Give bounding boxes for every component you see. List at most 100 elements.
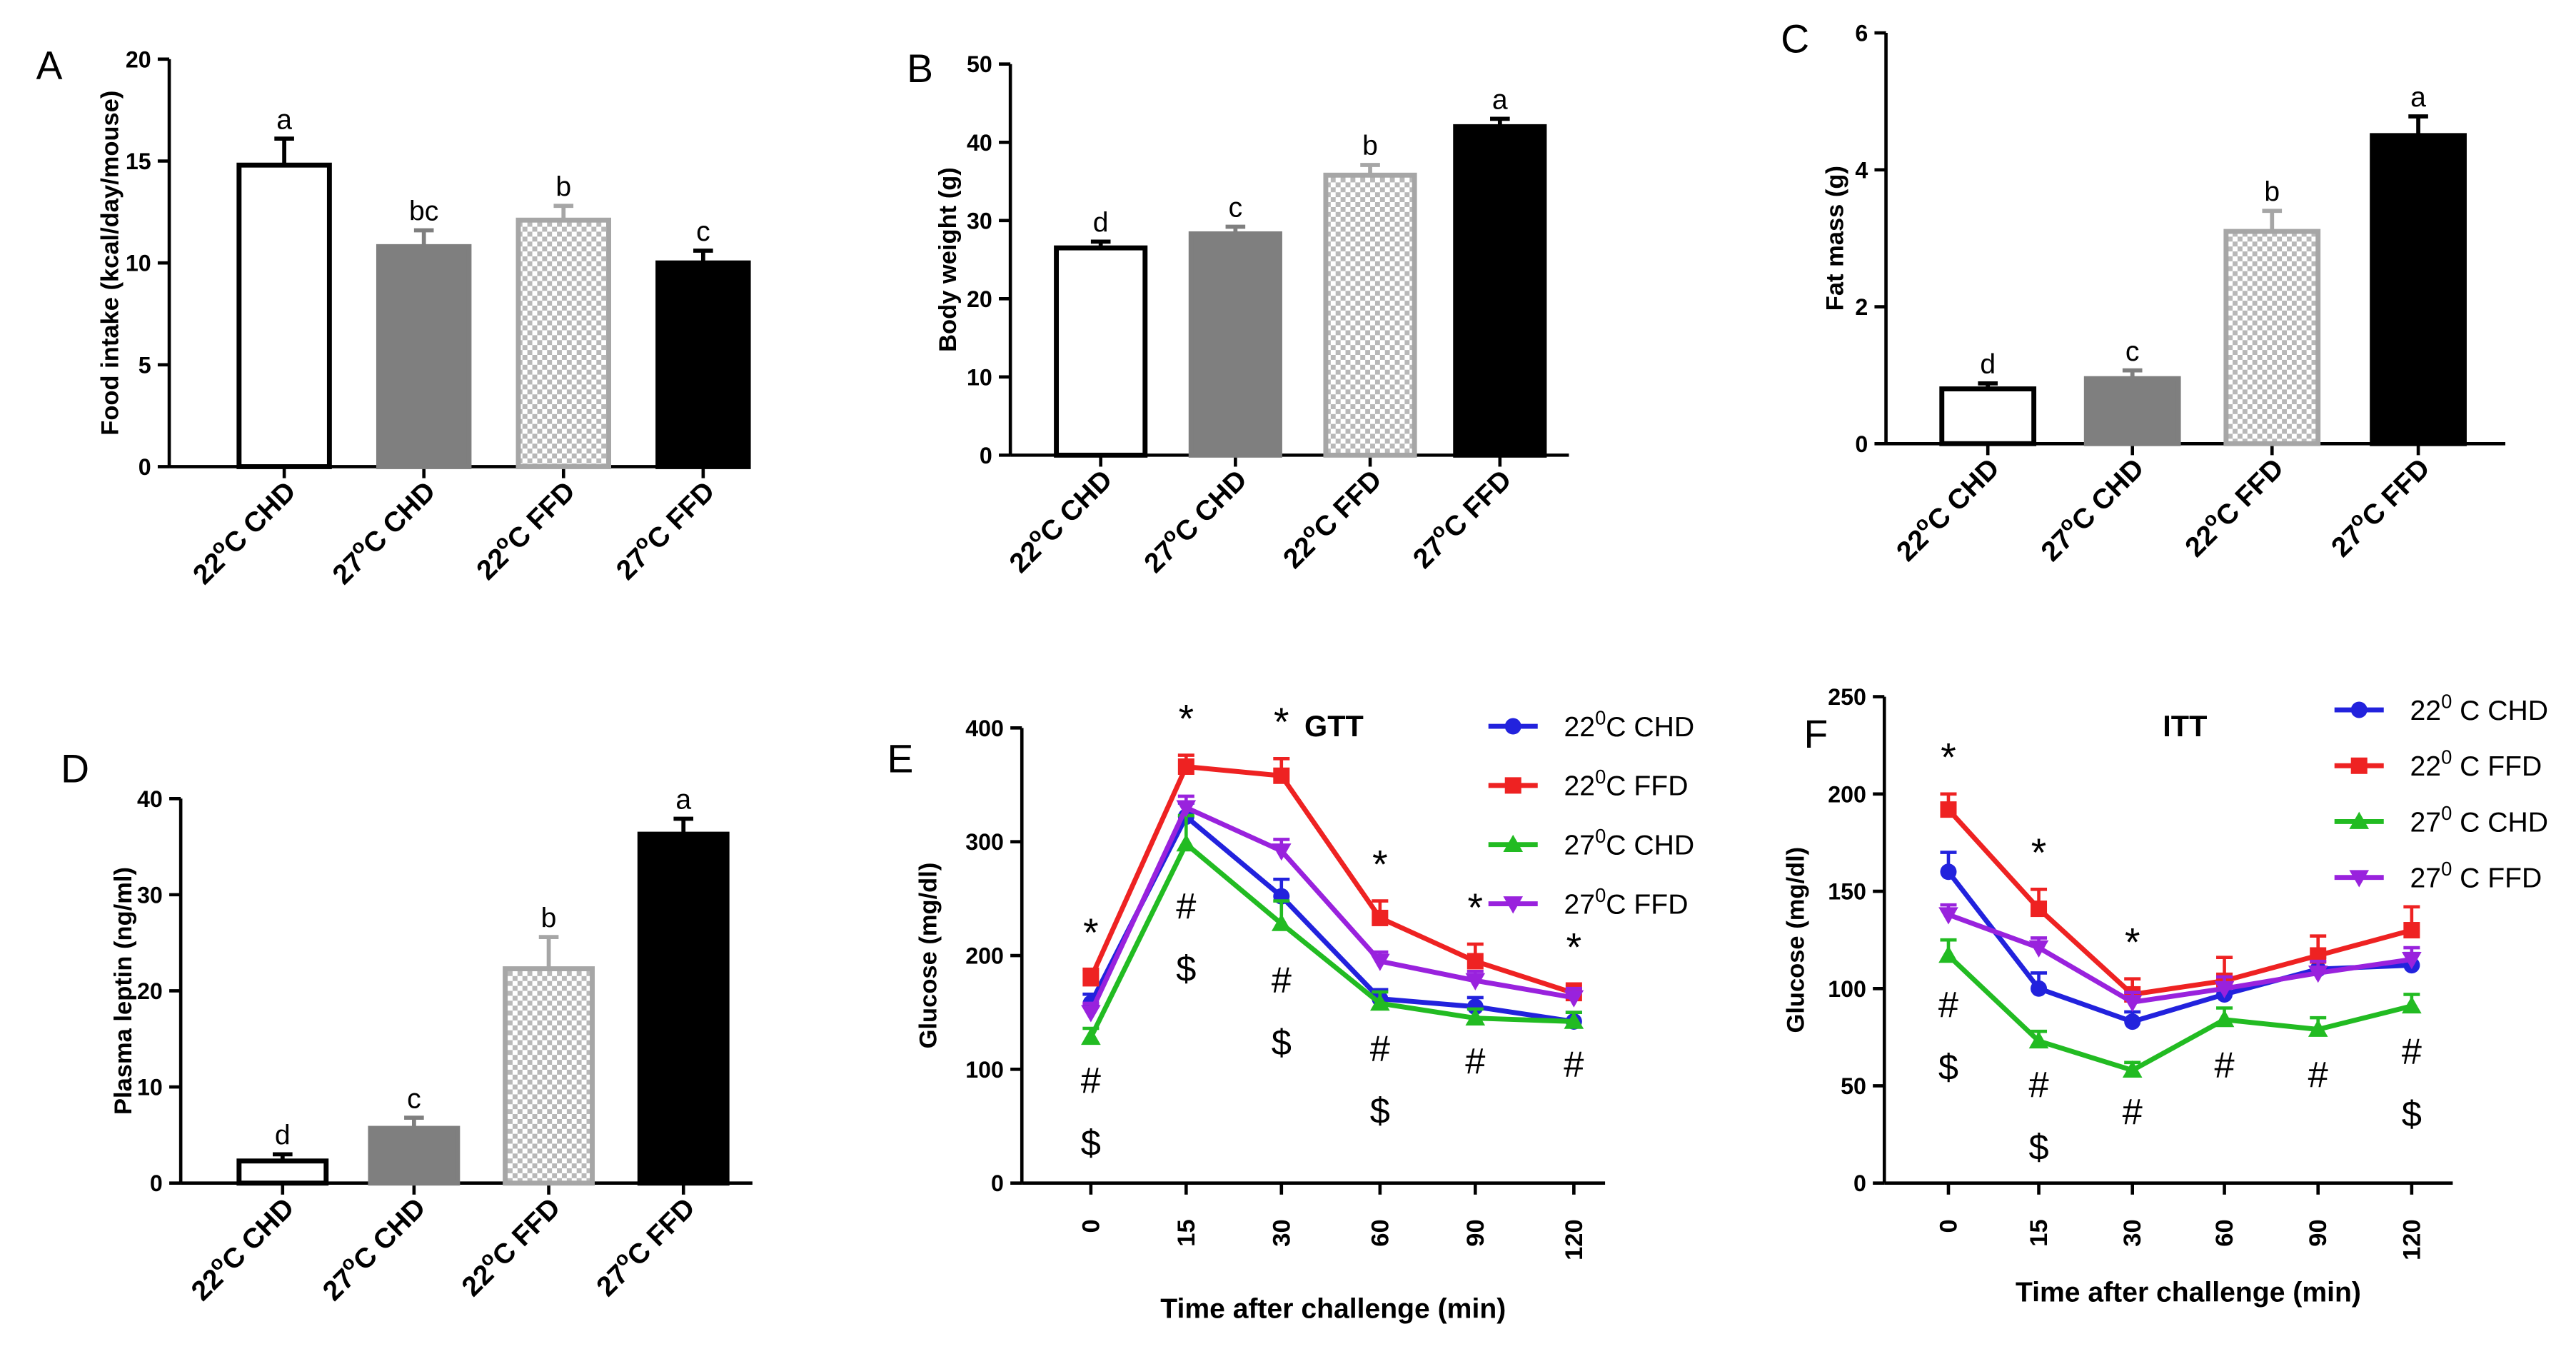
x-tick-label: 120	[2398, 1219, 2425, 1260]
legend-label: 270 C CHD	[2410, 802, 2548, 838]
significance-mark: #	[1176, 886, 1196, 926]
bar-3	[515, 217, 611, 469]
legend-label-sup: 0	[2441, 858, 2452, 880]
legend-label: 220C FFD	[1564, 766, 1689, 801]
panel-label: F	[1804, 712, 1828, 756]
significance-mark: #	[1465, 1040, 1485, 1081]
y-tick-label: 10	[137, 1075, 163, 1100]
category-label-rest: C CHD	[357, 476, 441, 560]
bar-4	[637, 831, 730, 1186]
bar-4	[2370, 133, 2467, 446]
panel-e: E 0 100 200 300 400 Glucose (mg/dl) 0 15 30 60 90 12…	[887, 696, 1695, 1324]
y-axis-label: Body weight (g)	[935, 167, 962, 352]
x-tick-label: 0	[1935, 1219, 1962, 1233]
y-tick-label: 400	[965, 716, 1004, 741]
series-line	[1947, 912, 2413, 1005]
data-point	[2031, 901, 2048, 918]
data-point	[2028, 1031, 2049, 1049]
y-tick-label: 15	[126, 149, 151, 174]
chart-title: GTT	[1304, 710, 1364, 743]
legend-label-rest: C CHD	[1606, 831, 1694, 861]
data-point	[1940, 801, 1957, 818]
data-point	[1938, 907, 1958, 925]
data-point	[2028, 940, 2049, 958]
category-label-rest: C CHD	[2066, 453, 2150, 537]
series-line	[1088, 813, 1574, 1024]
legend-label-sup: 0	[1595, 766, 1606, 788]
y-axis-label: Fat mass (g)	[1822, 166, 1849, 311]
data-point	[2214, 1010, 2235, 1028]
y-tick-label: 10	[967, 364, 992, 390]
category-label-rest: C FFD	[501, 476, 581, 556]
series-line	[1088, 840, 1574, 1039]
significance-mark: *	[1179, 696, 1194, 741]
x-tick-label: 15	[1173, 1219, 1200, 1246]
category-label: 22oC FFD	[1274, 461, 1388, 575]
data-point	[1273, 767, 1290, 784]
bar-2	[1188, 231, 1282, 458]
legend-label-sup: 0	[1595, 884, 1606, 906]
legend-label-sup: 0	[2441, 690, 2452, 712]
y-tick-label: 10	[126, 251, 151, 276]
significance-mark: *	[1941, 736, 1956, 780]
category-label-rest: C FFD	[2210, 453, 2290, 533]
category-label: 22oC CHD	[1887, 449, 2006, 568]
series-27c-chd: 270 C CHD	[1938, 802, 2548, 1078]
significance-mark: $	[1938, 1047, 1958, 1088]
significance-mark: $	[2402, 1093, 2422, 1134]
data-point	[1370, 993, 1390, 1011]
category-label-rest: C CHD	[216, 1192, 301, 1276]
data-point	[1466, 998, 1484, 1016]
y-tick-label: 20	[126, 46, 151, 72]
significance-mark: *	[1274, 700, 1289, 744]
y-tick-label: 0	[1855, 431, 1868, 457]
series-line	[1088, 804, 1574, 1014]
category-label-rest: C FFD	[1438, 464, 1518, 544]
significance-mark: #	[1272, 960, 1292, 1001]
legend-label-rest: C FFD	[1606, 889, 1688, 920]
x-axis-label: Time after challenge (min)	[1160, 1293, 1506, 1324]
series-22c-ffd: 220C FFD	[1082, 753, 1689, 1002]
significance-letter: c	[2125, 336, 2140, 367]
category-label: 27oC FFD	[587, 1188, 701, 1303]
category-label: 22oC FFD	[2175, 449, 2290, 563]
bar-3	[503, 966, 595, 1186]
y-tick-label: 200	[1828, 781, 1866, 807]
significance-mark: #	[2402, 1031, 2422, 1072]
significance-mark: #	[2123, 1091, 2143, 1132]
significance-mark: *	[2125, 920, 2140, 964]
significance-mark: *	[1468, 886, 1484, 930]
x-tick-label: 90	[1462, 1219, 1489, 1246]
legend-label-main: 22	[2410, 751, 2442, 782]
x-tick-label: 60	[1367, 1219, 1394, 1246]
data-point	[2124, 1013, 2141, 1030]
bar-3	[1323, 172, 1417, 458]
significance-mark: *	[2031, 831, 2047, 875]
significance-letter: b	[1362, 131, 1378, 161]
y-tick-label: 40	[137, 786, 163, 812]
legend-label-main: 27	[1564, 889, 1596, 920]
category-label-rest: C FFD	[1308, 464, 1388, 544]
series-27c-chd: 270 C CHD	[1081, 813, 1694, 1045]
significance-mark: *	[1372, 842, 1388, 886]
y-tick-label: 0	[139, 454, 151, 480]
category-label-rest: C FFD	[621, 1192, 701, 1272]
y-tick-label: 100	[965, 1057, 1004, 1083]
significance-letter: c	[1229, 193, 1243, 224]
y-tick-label: 300	[965, 829, 1004, 855]
significance-mark: $	[1081, 1122, 1101, 1163]
y-tick-label: 30	[137, 882, 163, 908]
significance-letter: a	[1492, 85, 1508, 116]
data-point	[1177, 758, 1194, 776]
y-tick-label: 2	[1855, 294, 1868, 320]
significance-letter: d	[1980, 349, 1996, 380]
significance-mark: #	[2308, 1054, 2328, 1095]
significance-mark: $	[2028, 1126, 2048, 1167]
legend-label-main: 27	[2410, 863, 2442, 894]
data-point	[2031, 980, 2048, 997]
significance-letter: d	[1093, 208, 1109, 239]
data-point	[1271, 843, 1292, 861]
legend-label: 220 C FFD	[2410, 746, 2542, 782]
significance-letter: d	[275, 1120, 291, 1151]
